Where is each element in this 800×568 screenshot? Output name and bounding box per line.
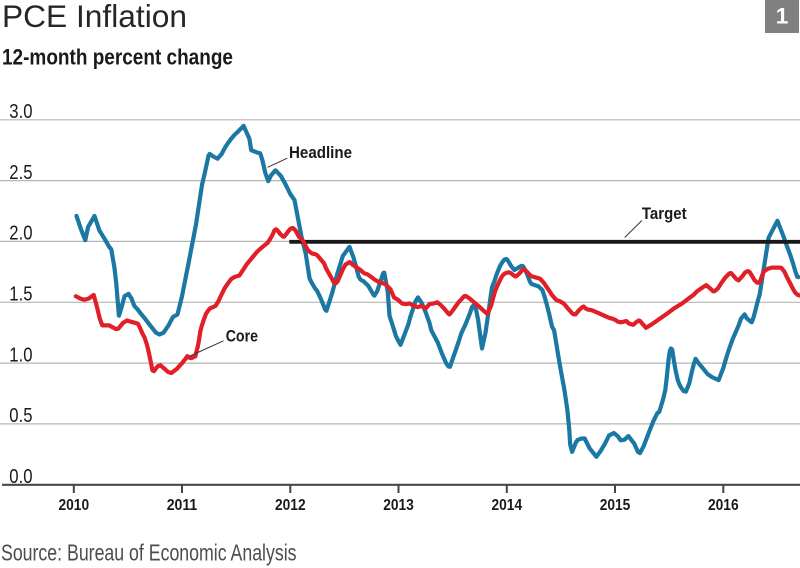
svg-text:Headline: Headline bbox=[289, 144, 352, 162]
svg-text:2016: 2016 bbox=[708, 497, 739, 514]
svg-text:Target: Target bbox=[642, 205, 687, 223]
svg-text:2011: 2011 bbox=[167, 497, 198, 514]
svg-text:2.0: 2.0 bbox=[9, 223, 32, 245]
svg-text:1: 1 bbox=[776, 3, 789, 28]
svg-text:0.5: 0.5 bbox=[9, 405, 32, 427]
svg-text:2010: 2010 bbox=[59, 497, 90, 514]
svg-text:12-month percent change: 12-month percent change bbox=[2, 44, 233, 69]
svg-text:0.0: 0.0 bbox=[9, 466, 32, 488]
svg-text:2.5: 2.5 bbox=[9, 162, 32, 184]
svg-text:1.5: 1.5 bbox=[9, 284, 32, 306]
svg-text:Source: Bureau of Economic Ana: Source: Bureau of Economic Analysis bbox=[1, 540, 297, 566]
svg-text:2015: 2015 bbox=[600, 497, 631, 514]
svg-text:2013: 2013 bbox=[383, 497, 414, 514]
svg-text:2014: 2014 bbox=[492, 497, 523, 514]
svg-text:1.0: 1.0 bbox=[9, 344, 32, 366]
svg-text:Core: Core bbox=[226, 328, 258, 346]
svg-text:PCE Inflation: PCE Inflation bbox=[2, 0, 187, 34]
svg-text:2012: 2012 bbox=[275, 497, 306, 514]
svg-text:3.0: 3.0 bbox=[9, 101, 32, 123]
